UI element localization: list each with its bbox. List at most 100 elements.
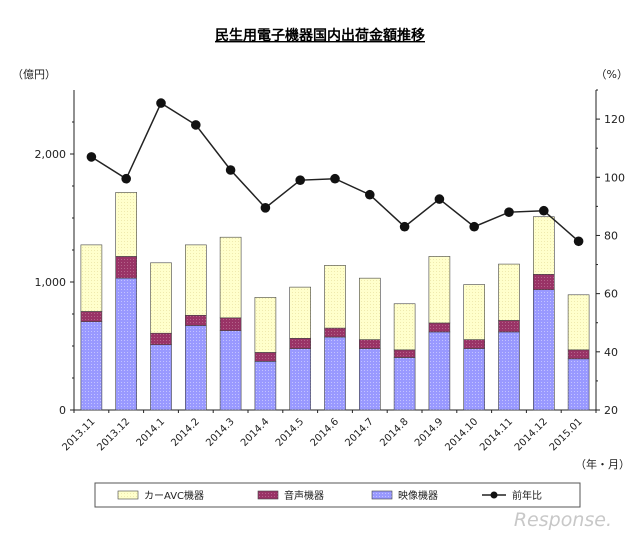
bar-segment-audio [324, 327, 346, 338]
y-right-tick-label: 40 [604, 346, 618, 359]
bar-segment-car-avc [358, 277, 381, 340]
yoy-point [260, 203, 271, 213]
bar-segment-car-avc [254, 297, 277, 353]
chart-title: 民生用電子機器国内出荷金額推移 [215, 27, 425, 44]
x-tick-label: 2014.5 [274, 416, 307, 449]
y-right-axis-label: （%） [596, 68, 628, 81]
yoy-point [225, 165, 236, 175]
x-tick-label: 2013.11 [60, 416, 97, 453]
bar-segment-audio [289, 338, 312, 349]
bar-segment-video [254, 361, 277, 411]
bar-segment-audio [393, 349, 416, 358]
x-tick-label: 2014.6 [309, 416, 342, 449]
watermark-logo: Response. [513, 509, 612, 531]
y-left-tick-label: 2,000 [35, 148, 67, 161]
bar-segment-audio [567, 349, 590, 360]
y-right-tick-label: 80 [604, 229, 618, 242]
bar-segment-video [289, 348, 312, 411]
x-tick-label: 2014.4 [239, 416, 272, 449]
bar-segment-audio [358, 339, 381, 349]
bar-segment-video [150, 344, 172, 411]
legend-label: 映像機器 [398, 489, 438, 502]
legend-label: 前年比 [512, 489, 542, 502]
bar-segment-video [393, 357, 416, 411]
bar-segment-audio [185, 314, 207, 326]
bar-segment-car-avc [498, 263, 520, 321]
yoy-point [365, 189, 375, 200]
legend-swatch [371, 490, 393, 500]
legend: カーAVC機器 音声機器 映像機器 前年比 [94, 482, 581, 508]
bar-segment-car-avc [428, 256, 451, 324]
y-right-tick-label: 120 [604, 113, 625, 126]
bar-segment-video [532, 289, 555, 411]
bar-segment-car-avc [80, 244, 103, 312]
x-tick-label: 2014.9 [413, 416, 446, 449]
bar-segment-video [80, 321, 103, 411]
x-tick-label: 2014.10 [443, 416, 480, 453]
bar-segment-car-avc [219, 236, 242, 319]
bar-segment-video [567, 358, 590, 411]
yoy-point [295, 175, 306, 185]
legend-swatch-marker [490, 491, 498, 499]
bar-segment-audio [428, 322, 451, 333]
bar-segment-audio [532, 274, 555, 290]
bar-segment-video [185, 325, 207, 411]
bar-segment-car-avc [463, 284, 486, 340]
bar-segment-video [498, 331, 520, 411]
bar-segment-video [463, 348, 486, 411]
yoy-point [573, 236, 584, 247]
bar-segment-car-avc [115, 192, 137, 257]
x-tick-label: 2014.3 [204, 416, 237, 449]
bar-segment-car-avc [185, 244, 207, 316]
x-unit-label: （年・月） [575, 457, 630, 471]
x-tick-label: 2014.8 [378, 416, 411, 449]
x-tick-label: 2014.11 [478, 416, 515, 453]
y-right-tick-label: 20 [604, 404, 618, 417]
bar-segment-car-avc [324, 265, 346, 329]
bar-segment-audio [254, 352, 277, 362]
y-right-tick-label: 60 [604, 288, 618, 301]
bar-segment-audio [219, 317, 242, 331]
yoy-point [469, 221, 480, 232]
x-tick-label: 2014.12 [513, 416, 550, 453]
yoy-point [156, 98, 166, 108]
bar-segment-video [324, 336, 346, 411]
bar-segment-audio [115, 256, 137, 279]
bar-segment-video [428, 331, 451, 411]
bar-segment-car-avc [567, 294, 590, 351]
bar-segment-video [358, 348, 381, 411]
bar-segment-car-avc [289, 286, 312, 339]
x-tick-label: 2014.1 [135, 416, 168, 449]
yoy-point [121, 173, 131, 184]
bar-segment-car-avc [532, 216, 555, 275]
y-right-tick-label: 100 [604, 171, 625, 184]
bar-segment-audio [498, 320, 520, 333]
bar-segment-car-avc [150, 262, 172, 334]
yoy-line [91, 102, 580, 242]
yoy-point [191, 120, 201, 130]
yoy-point [330, 173, 340, 184]
x-tick-label: 2013.12 [95, 416, 132, 453]
yoy-point [399, 221, 410, 232]
legend-swatch [117, 490, 139, 500]
bar-segment-car-avc [393, 303, 416, 351]
yoy-point [504, 207, 514, 217]
bar-segment-video [115, 277, 137, 411]
x-tick-label: 2014.2 [169, 416, 202, 449]
yoy-point [86, 152, 97, 162]
bar-segment-audio [150, 332, 172, 346]
bar-segment-audio [463, 339, 486, 349]
x-tick-label: 2015.01 [548, 416, 585, 453]
y-left-tick-label: 1,000 [35, 276, 67, 289]
yoy-point [539, 205, 549, 216]
bar-segment-audio [80, 311, 103, 322]
y-left-axis-label: （億円） [12, 68, 56, 81]
legend-label: 音声機器 [284, 489, 324, 502]
x-tick-label: 2014.7 [343, 416, 376, 449]
legend-swatch [257, 490, 279, 500]
yoy-point [434, 194, 445, 204]
legend-label: カーAVC機器 [144, 489, 204, 502]
